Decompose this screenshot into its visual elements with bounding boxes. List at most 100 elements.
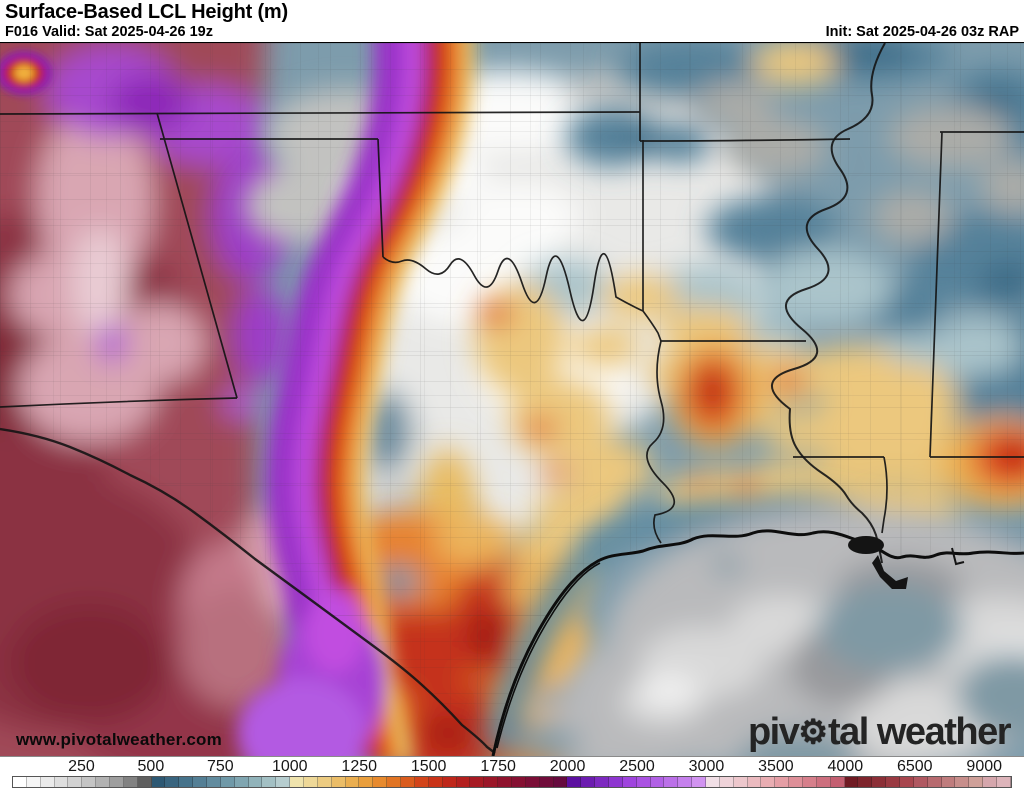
colorbar-cell [151, 777, 166, 787]
colorbar-cell [567, 777, 582, 787]
colorbar-cell [636, 777, 651, 787]
lake-pontchartrain [848, 536, 884, 554]
colorbar-cell [595, 777, 609, 787]
logo-text-piv: piv [747, 711, 800, 753]
colorbar-cell [401, 777, 415, 787]
colorbar-cell [927, 777, 942, 787]
watermark-url: www.pivotalweather.com [16, 730, 222, 749]
coastline [491, 529, 1024, 756]
colorbar-cell [678, 777, 693, 787]
colorbar-cell [276, 777, 291, 787]
colorbar-cell [68, 777, 83, 787]
colorbar-cell [359, 777, 374, 787]
colorbar-cell [428, 777, 443, 787]
colorbar-cell [983, 777, 998, 787]
colorbar-cell [373, 777, 388, 787]
colorbar-tick-label: 2500 [619, 758, 655, 775]
colorbar-cell [581, 777, 596, 787]
colorbar-cell [525, 777, 540, 787]
colorbar-cell [733, 777, 748, 787]
colorbar-cell [553, 777, 568, 787]
colorbar-cell [207, 777, 221, 787]
colorbar-tick-label: 1250 [341, 758, 378, 775]
colorbar-cell [955, 777, 970, 787]
colorbar-cell [664, 777, 679, 787]
colorbar-cell [345, 777, 360, 787]
colorbar-cell [123, 777, 138, 787]
colorbar-tick-label: 3500 [758, 758, 794, 775]
page-title: Surface-Based LCL Height (m) [5, 1, 288, 23]
rivers [0, 43, 886, 754]
colorbar-cell [608, 777, 623, 787]
colorbar-tick-label: 4000 [827, 758, 864, 775]
colorbar-cell [387, 777, 402, 787]
colorbar-cell [900, 777, 914, 787]
colorbar-cell [484, 777, 499, 787]
colorbar-cell [816, 777, 831, 787]
colorbar-cell [802, 777, 817, 787]
colorbar-cell [26, 777, 41, 787]
map-canvas [0, 43, 1024, 756]
colorbar-tick-label: 1000 [271, 758, 308, 775]
colorbar-cell [719, 777, 734, 787]
colorbar-cell [830, 777, 845, 787]
colorbar-tick-label: 2000 [549, 758, 586, 775]
colorbar-cell [96, 777, 111, 787]
colorbar-ticks: 250 500 750 1000 1250 1500 1750 2000 2500 3000 350… [0, 757, 1024, 775]
region-gulf [482, 494, 1024, 756]
colorbar-cell [747, 777, 762, 787]
colorbar-cell [290, 777, 305, 787]
colorbar-tick-label: 1500 [410, 758, 447, 775]
colorbar-cell [886, 777, 900, 787]
color-scale: 250 500 750 1000 1250 1500 1750 2000 2500 3000 350… [0, 757, 1024, 790]
colorbar-cell [858, 777, 873, 787]
weather-map: www.pivotalweather.com piv⚙tal weather [0, 43, 1024, 757]
colorbar-cell [941, 777, 956, 787]
colorbar-cell [872, 777, 887, 787]
colorbar-cell [248, 777, 263, 787]
colorbar-cell [13, 777, 27, 787]
colorbar-cell [622, 777, 637, 787]
colorbar-cell [234, 777, 249, 787]
colorbar-cell [456, 777, 471, 787]
colorbar-cell [193, 777, 208, 787]
colorbar-cell [789, 777, 803, 787]
colorbar-cell [220, 777, 235, 787]
colorbar-cell [969, 777, 984, 787]
colorbar-cell [262, 777, 277, 787]
colorbar-cell [705, 777, 720, 787]
colorbar-cell [110, 777, 124, 787]
logo-text-tal-weather: tal weather [827, 711, 1012, 753]
colorbar-tick-label: 750 [206, 758, 234, 775]
colorbar-cell [913, 777, 928, 787]
colorbar-cell [844, 777, 859, 787]
colorbar-cell [54, 777, 69, 787]
colorbar-cell [997, 777, 1011, 787]
colorbar-cell [442, 777, 457, 787]
colorbar-cell [317, 777, 332, 787]
colorbar-bar [12, 776, 1012, 788]
colorbar-cell [470, 777, 485, 787]
colorbar-cell [761, 777, 776, 787]
colorbar-cell [511, 777, 526, 787]
colorbar-tick-label: 1750 [480, 758, 516, 775]
colorbar-cell [775, 777, 790, 787]
colorbar-tick-label: 3000 [688, 758, 725, 775]
colorbar-cell [650, 777, 665, 787]
colorbar-cell [539, 777, 554, 787]
gear-icon: ⚙ [798, 713, 828, 750]
mississippi-river [771, 43, 886, 564]
mobile-bay [951, 547, 965, 566]
barrier-islands [496, 562, 601, 749]
colorbar-tick-label: 9000 [966, 758, 1003, 775]
colorbar-cell [414, 777, 429, 787]
colorbar-tick-label: 6500 [896, 758, 933, 775]
colorbar-tick-label: 250 [68, 758, 95, 775]
colorbar-cell [40, 777, 55, 787]
colorbar-cell [179, 777, 194, 787]
init-time-label: Init: Sat 2025-04-26 03z RAP [825, 24, 1019, 40]
valid-time-label: F016 Valid: Sat 2025-04-26 19z [5, 24, 213, 40]
mississippi-delta [872, 555, 908, 589]
colorbar-cell [82, 777, 97, 787]
state-borders [0, 43, 1024, 544]
